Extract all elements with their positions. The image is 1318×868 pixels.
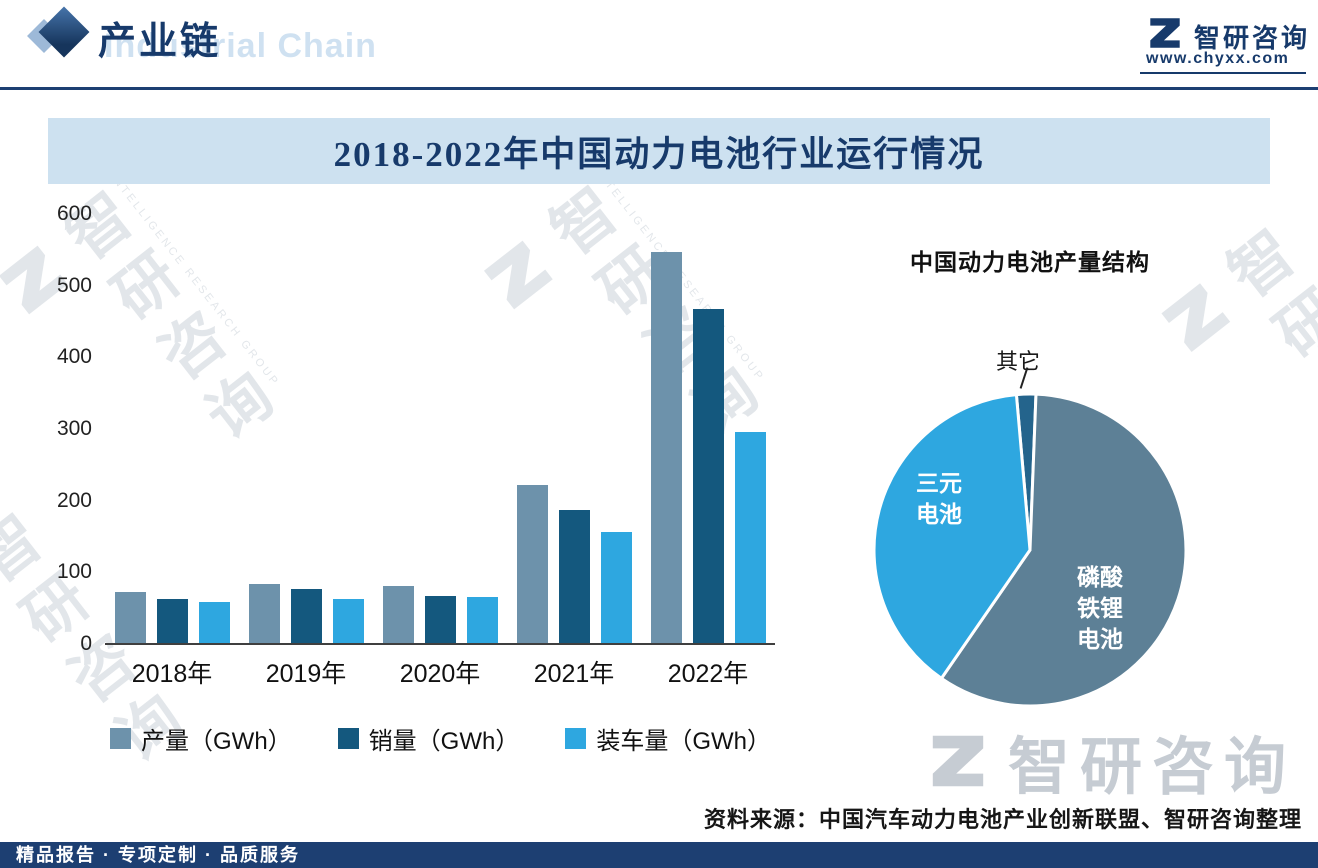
watermark: 智研咨询 xyxy=(922,716,1296,806)
legend-label: 产量（GWh） xyxy=(141,728,292,755)
pie-other-label: 其它 xyxy=(996,349,1041,374)
brand-underline xyxy=(1140,72,1306,74)
bar-装车量（GWh）-2020年 xyxy=(466,597,498,643)
bar-销量（GWh）-2020年 xyxy=(424,596,456,643)
pie-chart-title: 中国动力电池产量结构 xyxy=(910,249,1150,275)
legend-swatch xyxy=(565,728,587,749)
y-axis-label: 300 xyxy=(56,417,92,440)
bar-装车量（GWh）-2019年 xyxy=(332,599,364,643)
legend-item: 销量（GWh） xyxy=(337,721,520,756)
brand-logo-icon xyxy=(1161,283,1231,352)
chart-banner-title: 2018-2022年中国动力电池行业运行情况 xyxy=(48,118,1270,184)
legend-label: 销量（GWh） xyxy=(368,728,520,755)
watermark-text: 智研咨询 xyxy=(1208,220,1318,503)
footer-bar: 精品报告 · 专项定制 · 品质服务 xyxy=(0,842,1318,868)
x-axis-labels: 2018年 2019年 2020年 2021年 2022年 xyxy=(105,654,775,690)
page-title: 产业链 xyxy=(98,21,222,63)
pie-chart: 磷酸 铁锂 电池 三元 电池 xyxy=(862,382,1198,718)
bar-产量（GWh）-2018年 xyxy=(114,592,146,643)
legend-item: 产量（GWh） xyxy=(110,721,292,756)
pie-slice-label-line: 电池 xyxy=(916,501,962,527)
brand-logo-icon xyxy=(932,735,984,787)
bar-产量（GWh）-2022年 xyxy=(650,252,682,643)
bar-装车量（GWh）-2021年 xyxy=(600,532,632,643)
bar-group-2019年 xyxy=(248,584,364,643)
bar-销量（GWh）-2019年 xyxy=(290,589,322,643)
pie-label-2: 三元 电池 xyxy=(894,468,984,530)
bar-产量（GWh）-2019年 xyxy=(248,584,280,643)
y-axis-label: 500 xyxy=(56,273,92,297)
x-axis-label: 2022年 xyxy=(667,660,749,688)
bar-group-2021年 xyxy=(516,485,632,643)
watermark-text: 智研咨询 xyxy=(1008,733,1297,802)
x-axis-label: 2019年 xyxy=(265,660,347,688)
pie-slice-label-line: 电池 xyxy=(1077,626,1123,652)
bar-销量（GWh）-2022年 xyxy=(692,309,724,643)
y-axis-label: 400 xyxy=(56,345,92,369)
bar-装车量（GWh）-2018年 xyxy=(198,602,230,643)
brand-name: 智研咨询 xyxy=(1194,23,1311,53)
bar-销量（GWh）-2021年 xyxy=(558,510,590,643)
pie-slice-label-line: 三元 xyxy=(916,470,962,496)
y-axis-label: 200 xyxy=(56,488,92,512)
legend-swatch xyxy=(110,728,131,749)
data-source: 资料来源：中国汽车动力电池产业创新联盟、智研咨询整理 xyxy=(703,807,1302,832)
bar-产量（GWh）-2021年 xyxy=(516,485,548,643)
x-axis-label: 2020年 xyxy=(399,660,481,688)
x-axis-label: 2021年 xyxy=(533,660,615,688)
y-axis-label: 600 xyxy=(56,202,92,225)
bar-group-2018年 xyxy=(114,592,230,643)
y-axis-label: 0 xyxy=(80,632,92,655)
legend-item: 装车量（GWh） xyxy=(565,721,771,756)
page-title-english-watermark: Industrial Chain xyxy=(104,27,377,65)
legend-swatch xyxy=(337,728,359,749)
pie-slice-磷酸铁锂电池 xyxy=(939,392,1188,708)
bar-plot xyxy=(105,215,775,645)
legend-label: 装车量（GWh） xyxy=(596,728,772,755)
bar-产量（GWh）-2020年 xyxy=(382,586,414,643)
pie-svg xyxy=(872,392,1188,708)
pie-slice-三元电池 xyxy=(872,392,1032,681)
pie-slice-label-line: 磷酸 xyxy=(1077,564,1123,590)
bar-销量（GWh）-2018年 xyxy=(156,599,188,643)
header-divider xyxy=(0,87,1318,90)
pie-slice-label-line: 铁锂 xyxy=(1077,595,1123,621)
bar-装车量（GWh）-2022年 xyxy=(734,432,766,643)
x-axis-label: 2018年 xyxy=(131,660,213,688)
brand-logo-icon xyxy=(1150,18,1180,48)
bar-group-2022年 xyxy=(650,252,766,643)
bar-group-2020年 xyxy=(382,586,498,643)
brand-url-link[interactable]: www.chyxx.com xyxy=(1146,50,1290,67)
y-axis-label: 100 xyxy=(56,560,92,584)
pie-label-1: 磷酸 铁锂 电池 xyxy=(1054,562,1146,655)
bar-legend: 产量（GWh） 销量（GWh） 装车量（GWh） xyxy=(110,721,771,756)
